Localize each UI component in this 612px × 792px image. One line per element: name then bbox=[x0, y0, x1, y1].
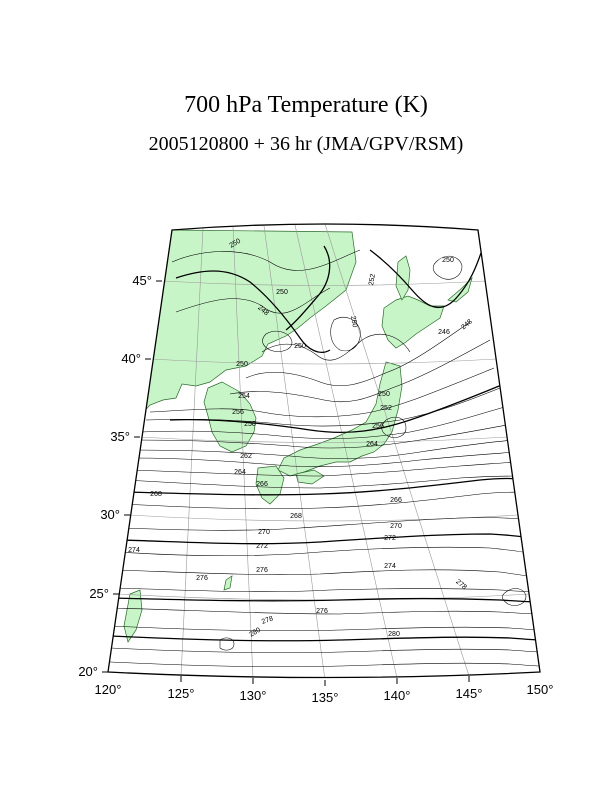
lon-tick-label: 125° bbox=[168, 686, 195, 701]
contour-label: 264 bbox=[234, 469, 246, 476]
contour-label: 250 bbox=[236, 361, 248, 368]
lat-tick-label: 25° bbox=[89, 586, 109, 601]
land-hokkaido bbox=[381, 295, 445, 349]
contour-label: 278 bbox=[261, 615, 274, 626]
contour-label: 250 bbox=[276, 289, 288, 296]
contour-label: 252 bbox=[380, 405, 392, 412]
latitude-labels: 20° 25° 30° 35° 40° 45° bbox=[78, 273, 152, 679]
lat-tick-label: 20° bbox=[78, 664, 98, 679]
contour-label: 276 bbox=[196, 575, 208, 582]
lat-tick-label: 30° bbox=[100, 507, 120, 522]
contour-label: 278 bbox=[454, 578, 468, 591]
contour-label: 266 bbox=[256, 481, 268, 488]
contour-label: 264 bbox=[366, 441, 378, 448]
contour-label: 276 bbox=[316, 608, 328, 615]
contour-label: 256 bbox=[372, 423, 384, 430]
frame-ticks bbox=[102, 280, 470, 686]
lon-tick-label: 150° bbox=[527, 682, 554, 697]
contour-label: 248 bbox=[460, 318, 474, 331]
map-subtitle: 2005120800 + 36 hr (JMA/GPV/RSM) bbox=[148, 133, 464, 155]
graticule bbox=[108, 224, 540, 678]
map-title: 700 hPa Temperature (K) bbox=[184, 92, 428, 118]
land-sakhalin bbox=[395, 255, 411, 301]
longitude-labels: 120° 125° 130° 135° 140° 145° 150° bbox=[95, 682, 554, 705]
lat-tick-label: 35° bbox=[110, 429, 130, 444]
land-shikoku bbox=[295, 469, 325, 485]
contour-label: 270 bbox=[258, 529, 270, 536]
contour-label: 250 bbox=[378, 391, 390, 398]
land-kurils bbox=[447, 276, 473, 303]
contour-label: 250 bbox=[349, 315, 358, 328]
contour-label: 262 bbox=[240, 453, 252, 460]
land-korea bbox=[203, 381, 257, 453]
land-taiwan bbox=[123, 589, 143, 643]
contour-label: 276 bbox=[256, 567, 268, 574]
contour-label: 250 bbox=[228, 238, 242, 250]
contour-label: 258 bbox=[244, 421, 256, 428]
contour-label: 272 bbox=[256, 543, 268, 550]
contour-label: 266 bbox=[390, 497, 402, 504]
lat-tick-label: 40° bbox=[121, 351, 141, 366]
contour-label: 272 bbox=[384, 535, 396, 542]
lon-tick-label: 120° bbox=[95, 682, 122, 697]
contour-label: 268 bbox=[150, 491, 162, 498]
map-frame bbox=[107, 223, 541, 679]
land-ryukyu bbox=[223, 575, 233, 591]
contour-label: 274 bbox=[128, 547, 140, 554]
contour-label: 246 bbox=[438, 329, 450, 336]
contour-label: 280 bbox=[248, 627, 262, 639]
contour-label: 268 bbox=[290, 513, 302, 520]
contour-label: 280 bbox=[388, 631, 400, 638]
contour-label: 274 bbox=[384, 563, 396, 570]
contour-label: 256 bbox=[232, 409, 244, 416]
lon-tick-label: 145° bbox=[456, 686, 483, 701]
contour-label: 270 bbox=[390, 523, 402, 530]
contour-label: 250 bbox=[442, 257, 454, 264]
lon-tick-label: 140° bbox=[384, 688, 411, 703]
contour-label: 252 bbox=[368, 273, 377, 286]
lon-tick-label: 130° bbox=[240, 688, 267, 703]
isotherms-thick bbox=[109, 245, 540, 642]
lat-tick-label: 45° bbox=[132, 273, 152, 288]
contour-label: 250 bbox=[294, 343, 306, 350]
contour-label: 254 bbox=[238, 393, 250, 400]
lon-tick-label: 135° bbox=[312, 690, 339, 705]
land-honshu bbox=[277, 361, 403, 477]
